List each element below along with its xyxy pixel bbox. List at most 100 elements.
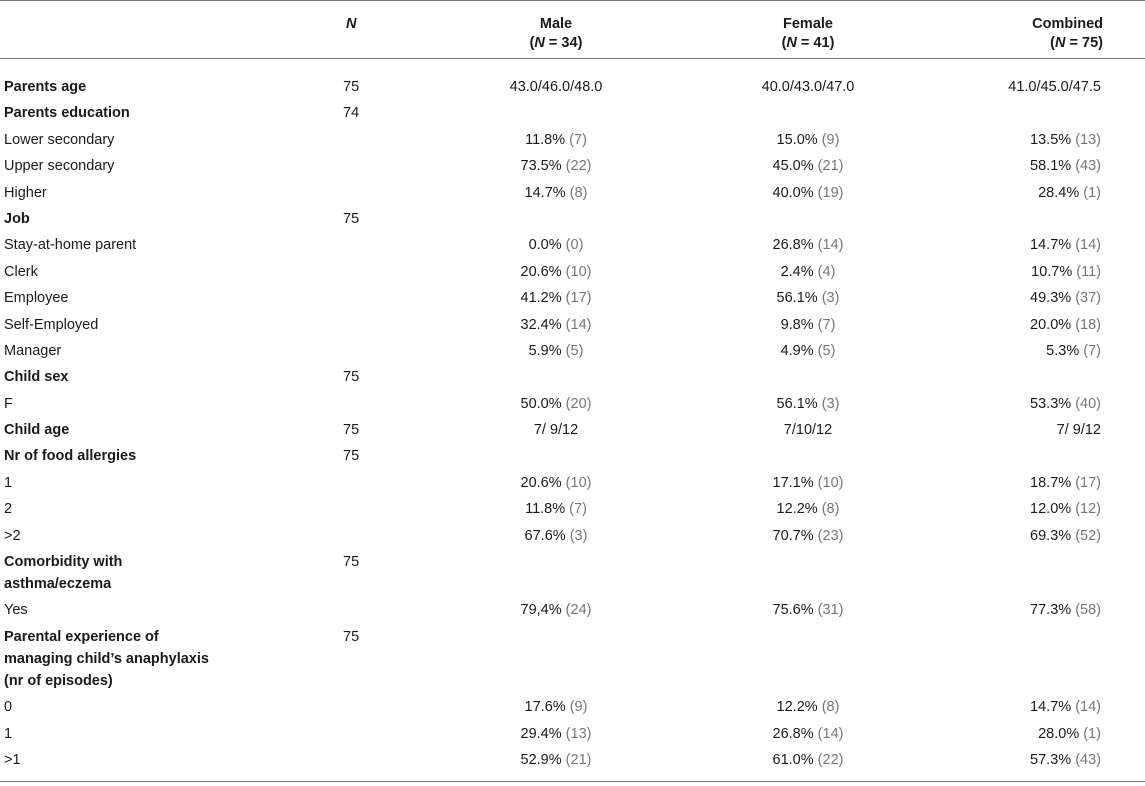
cell-female: 26.8% (14) bbox=[682, 232, 934, 258]
row-label-line: Parental experience of bbox=[4, 628, 159, 645]
row-n bbox=[332, 259, 430, 285]
header-female-label: Female bbox=[783, 16, 833, 32]
cell-combined-value: 7/ 9/12 bbox=[1056, 422, 1101, 439]
cell-combined-value: 57.3% bbox=[1030, 751, 1072, 768]
cell-female-count: (4) bbox=[817, 263, 836, 280]
cell-female-value: 12.2% bbox=[776, 501, 818, 518]
cell-female-value: 56.1% bbox=[776, 395, 818, 412]
row-n bbox=[332, 232, 430, 258]
cell-male-value: 7/ 9/12 bbox=[533, 422, 579, 439]
row-label: 1 bbox=[4, 474, 13, 491]
cell-male-value: 43.0/46.0/48.0 bbox=[509, 79, 603, 95]
cell-female bbox=[682, 100, 934, 126]
cell-male-count: (10) bbox=[565, 474, 592, 491]
row-n bbox=[332, 694, 430, 720]
cell-combined-value: 12.0% bbox=[1030, 501, 1072, 518]
row-n: 75 bbox=[343, 448, 360, 465]
cell-female-value: 26.8% bbox=[772, 237, 814, 254]
cell-combined-count: (18) bbox=[1075, 316, 1101, 333]
cell-male bbox=[430, 206, 682, 232]
cell-male-value: 67.6% bbox=[524, 527, 566, 544]
row-label-line: (nr of episodes) bbox=[4, 672, 113, 689]
cell-combined: 49.3% (37) bbox=[934, 285, 1145, 311]
cell-female: 56.1% (3) bbox=[682, 391, 934, 417]
cell-female: 56.1% (3) bbox=[682, 285, 934, 311]
header-blank bbox=[0, 0, 332, 59]
cell-combined-value: 14.7% bbox=[1030, 237, 1072, 254]
cell-female-count: (9) bbox=[821, 131, 840, 148]
row-label: Higher bbox=[4, 184, 47, 201]
cell-combined: 12.0% (12) bbox=[934, 496, 1145, 522]
cell-male-count: (13) bbox=[565, 725, 592, 742]
cell-male: 7/ 9/12 bbox=[430, 417, 682, 443]
cell-combined-value: 5.3% bbox=[1046, 342, 1080, 359]
cell-female bbox=[682, 443, 934, 469]
cell-female-count: (14) bbox=[817, 725, 844, 742]
cell-male: 67.6% (3) bbox=[430, 523, 682, 549]
row-n: 75 bbox=[343, 628, 360, 645]
cell-female: 61.0% (22) bbox=[682, 746, 934, 782]
cell-combined-count: (52) bbox=[1075, 527, 1101, 544]
cell-combined: 57.3% (43) bbox=[934, 746, 1145, 782]
row-label: 2 bbox=[4, 501, 13, 518]
row-n bbox=[332, 721, 430, 747]
row-label-line: Comorbidity with bbox=[4, 554, 123, 571]
cell-male bbox=[430, 443, 682, 469]
cell-female: 9.8% (7) bbox=[682, 312, 934, 338]
cell-combined-count: (40) bbox=[1075, 395, 1101, 412]
table-row: 1 20.6% (10) 17.1% (10) 18.7% (17) bbox=[0, 470, 1145, 496]
table-row: Job 75 bbox=[0, 206, 1145, 232]
table-row: Manager 5.9% (5) 4.9% (5) 5.3% (7) bbox=[0, 338, 1145, 364]
cell-male-value: 41.2% bbox=[520, 290, 562, 307]
cell-combined: 53.3% (40) bbox=[934, 391, 1145, 417]
table-row: Lower secondary 11.8% (7) 15.0% (9) 13.5% (… bbox=[0, 127, 1145, 153]
cell-female-value: 56.1% bbox=[776, 290, 818, 307]
cell-female-value: 17.1% bbox=[772, 474, 814, 491]
row-group-label: Parental experience of managing child’s a… bbox=[0, 624, 332, 694]
header-combined-n-prefix: N bbox=[1055, 35, 1066, 51]
row-n bbox=[332, 338, 430, 364]
cell-female-count: (10) bbox=[817, 474, 844, 491]
cell-female-count: (8) bbox=[821, 699, 840, 716]
row-n bbox=[332, 153, 430, 179]
cell-combined-count: (17) bbox=[1075, 474, 1101, 491]
cell-combined-count: (37) bbox=[1075, 290, 1101, 307]
cell-female-count: (19) bbox=[817, 184, 844, 201]
cell-female-value: 40.0% bbox=[772, 184, 814, 201]
cell-female-count: (31) bbox=[817, 602, 844, 619]
cell-male-value: 50.0% bbox=[520, 395, 562, 412]
cell-male: 79,4% (24) bbox=[430, 597, 682, 623]
cell-male: 11.8% (7) bbox=[430, 127, 682, 153]
cell-female-count: (23) bbox=[817, 527, 844, 544]
cell-combined-count: (11) bbox=[1076, 263, 1101, 280]
header-combined-n-suffix: = 75 bbox=[1065, 35, 1099, 51]
table-row: 1 29.4% (13) 26.8% (14) 28.0% (1) bbox=[0, 721, 1145, 747]
row-n bbox=[332, 597, 430, 623]
row-n bbox=[332, 746, 430, 782]
cell-combined bbox=[934, 624, 1145, 694]
row-n bbox=[332, 312, 430, 338]
cell-male-value: 5.9% bbox=[528, 342, 562, 359]
cell-combined: 14.7% (14) bbox=[934, 232, 1145, 258]
cell-female bbox=[682, 549, 934, 597]
row-group-label: Nr of food allergies bbox=[4, 448, 137, 465]
row-n bbox=[332, 470, 430, 496]
cell-combined-value: 53.3% bbox=[1030, 395, 1072, 412]
cell-combined bbox=[934, 364, 1145, 390]
cell-female bbox=[682, 206, 934, 232]
table-row: 0 17.6% (9) 12.2% (8) 14.7% (14) bbox=[0, 694, 1145, 720]
table-row: Parental experience of managing child’s a… bbox=[0, 624, 1145, 694]
cell-male-count: (7) bbox=[569, 501, 587, 518]
cell-combined: 28.0% (1) bbox=[934, 721, 1145, 747]
cell-male: 14.7% (8) bbox=[430, 180, 682, 206]
cell-combined-count: (12) bbox=[1075, 501, 1101, 518]
cell-male-value: 29.4% bbox=[520, 725, 562, 742]
cell-female-count: (3) bbox=[821, 290, 840, 307]
row-label: Clerk bbox=[4, 263, 38, 280]
table-row: Stay-at-home parent 0.0% (0) 26.8% (14) 14.… bbox=[0, 232, 1145, 258]
cell-combined-value: 18.7% bbox=[1030, 474, 1072, 491]
row-n: 75 bbox=[343, 554, 360, 571]
cell-male-value: 17.6% bbox=[524, 699, 566, 716]
